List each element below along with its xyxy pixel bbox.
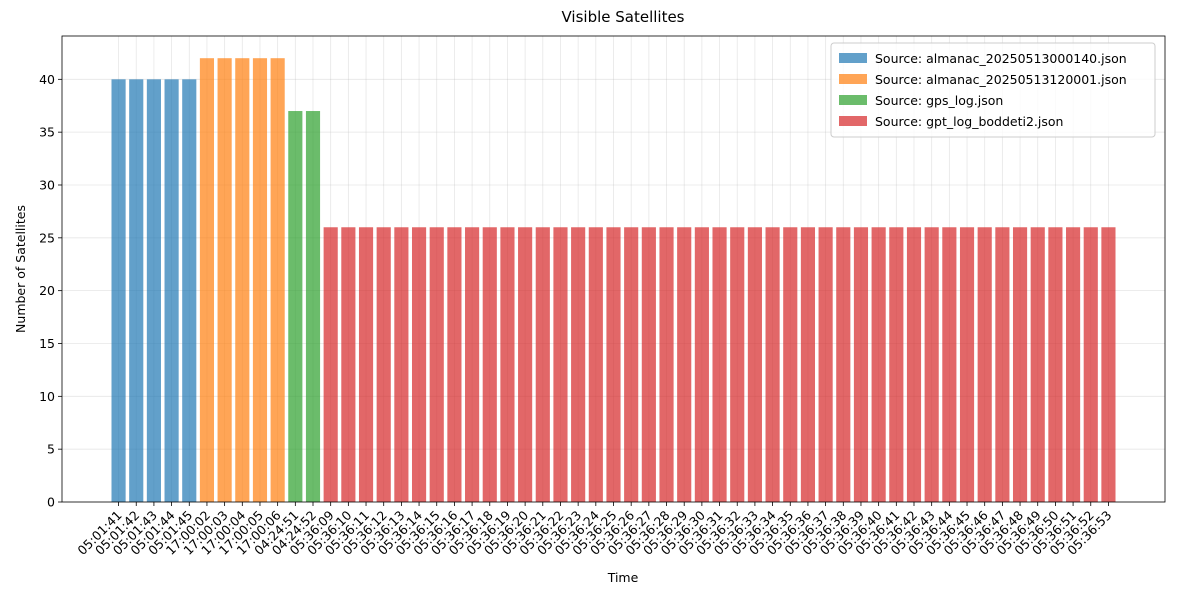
bar bbox=[624, 227, 639, 502]
bar bbox=[1066, 227, 1081, 502]
y-tick-label: 15 bbox=[39, 336, 55, 351]
bar bbox=[765, 227, 780, 502]
bar bbox=[694, 227, 709, 502]
legend-frame bbox=[830, 42, 1156, 138]
bar bbox=[111, 79, 126, 502]
y-tick-label: 10 bbox=[39, 389, 55, 404]
bar bbox=[411, 227, 427, 502]
bar bbox=[1101, 227, 1116, 502]
y-tick-label: 25 bbox=[39, 230, 55, 245]
legend-swatch bbox=[839, 53, 867, 63]
bar bbox=[394, 227, 409, 502]
y-axis-label: Number of Satellites bbox=[13, 205, 28, 333]
bar bbox=[447, 227, 462, 502]
bar bbox=[641, 227, 656, 502]
bar bbox=[977, 227, 992, 502]
bar bbox=[252, 58, 268, 502]
legend-swatch bbox=[839, 74, 867, 84]
legend-label: Source: almanac_20250513120001.json bbox=[875, 72, 1127, 87]
x-axis-label: Time bbox=[607, 570, 639, 585]
bar bbox=[429, 227, 444, 502]
bar bbox=[942, 227, 957, 502]
bar bbox=[500, 227, 515, 502]
bar bbox=[889, 227, 904, 502]
bar bbox=[288, 111, 303, 503]
chart-title: Visible Satellites bbox=[561, 8, 684, 26]
bar bbox=[182, 79, 197, 502]
bar bbox=[465, 227, 480, 502]
bar bbox=[1083, 227, 1098, 502]
bar bbox=[571, 227, 586, 502]
bar bbox=[747, 227, 762, 502]
bar bbox=[959, 227, 975, 502]
y-tick-label: 0 bbox=[47, 495, 55, 510]
bar bbox=[164, 79, 179, 502]
bar bbox=[146, 79, 161, 502]
bar bbox=[871, 227, 886, 502]
bar bbox=[1012, 227, 1028, 502]
bar bbox=[129, 79, 144, 502]
bar bbox=[235, 58, 250, 502]
legend-label: Source: gpt_log_boddeti2.json bbox=[875, 114, 1063, 129]
bar bbox=[1030, 227, 1045, 502]
bar bbox=[606, 227, 621, 502]
bar bbox=[358, 227, 374, 502]
y-tick-label: 40 bbox=[39, 72, 55, 87]
bar bbox=[677, 227, 692, 502]
bar bbox=[712, 227, 727, 502]
y-tick-label: 35 bbox=[39, 125, 55, 140]
legend-label: Source: almanac_20250513000140.json bbox=[875, 51, 1127, 66]
bar bbox=[836, 227, 851, 502]
y-tick-label: 20 bbox=[39, 283, 55, 298]
bar bbox=[800, 227, 816, 502]
bar bbox=[323, 227, 338, 502]
bar bbox=[995, 227, 1010, 502]
bar bbox=[270, 58, 285, 502]
bar bbox=[588, 227, 603, 502]
legend: Source: almanac_20250513000140.json Sourc… bbox=[830, 42, 1156, 138]
bar bbox=[924, 227, 939, 502]
bar bbox=[853, 227, 869, 502]
bar bbox=[783, 227, 798, 502]
bar bbox=[376, 227, 391, 502]
bar bbox=[659, 227, 674, 502]
bar bbox=[482, 227, 497, 502]
bar bbox=[906, 227, 922, 502]
y-tick-label: 30 bbox=[39, 177, 55, 192]
bar bbox=[341, 227, 356, 502]
bar bbox=[818, 227, 833, 502]
bar bbox=[1048, 227, 1063, 502]
bar bbox=[305, 111, 321, 503]
plot-frame bbox=[61, 35, 1166, 503]
bar bbox=[217, 58, 232, 502]
legend-swatch bbox=[839, 95, 867, 105]
bar bbox=[199, 58, 215, 502]
bar bbox=[535, 227, 550, 502]
legend-label: Source: gps_log.json bbox=[875, 93, 1003, 108]
bar bbox=[518, 227, 533, 502]
legend-swatch bbox=[839, 116, 867, 126]
bar bbox=[553, 227, 568, 502]
bar bbox=[730, 227, 745, 502]
y-tick-label: 5 bbox=[47, 442, 55, 457]
